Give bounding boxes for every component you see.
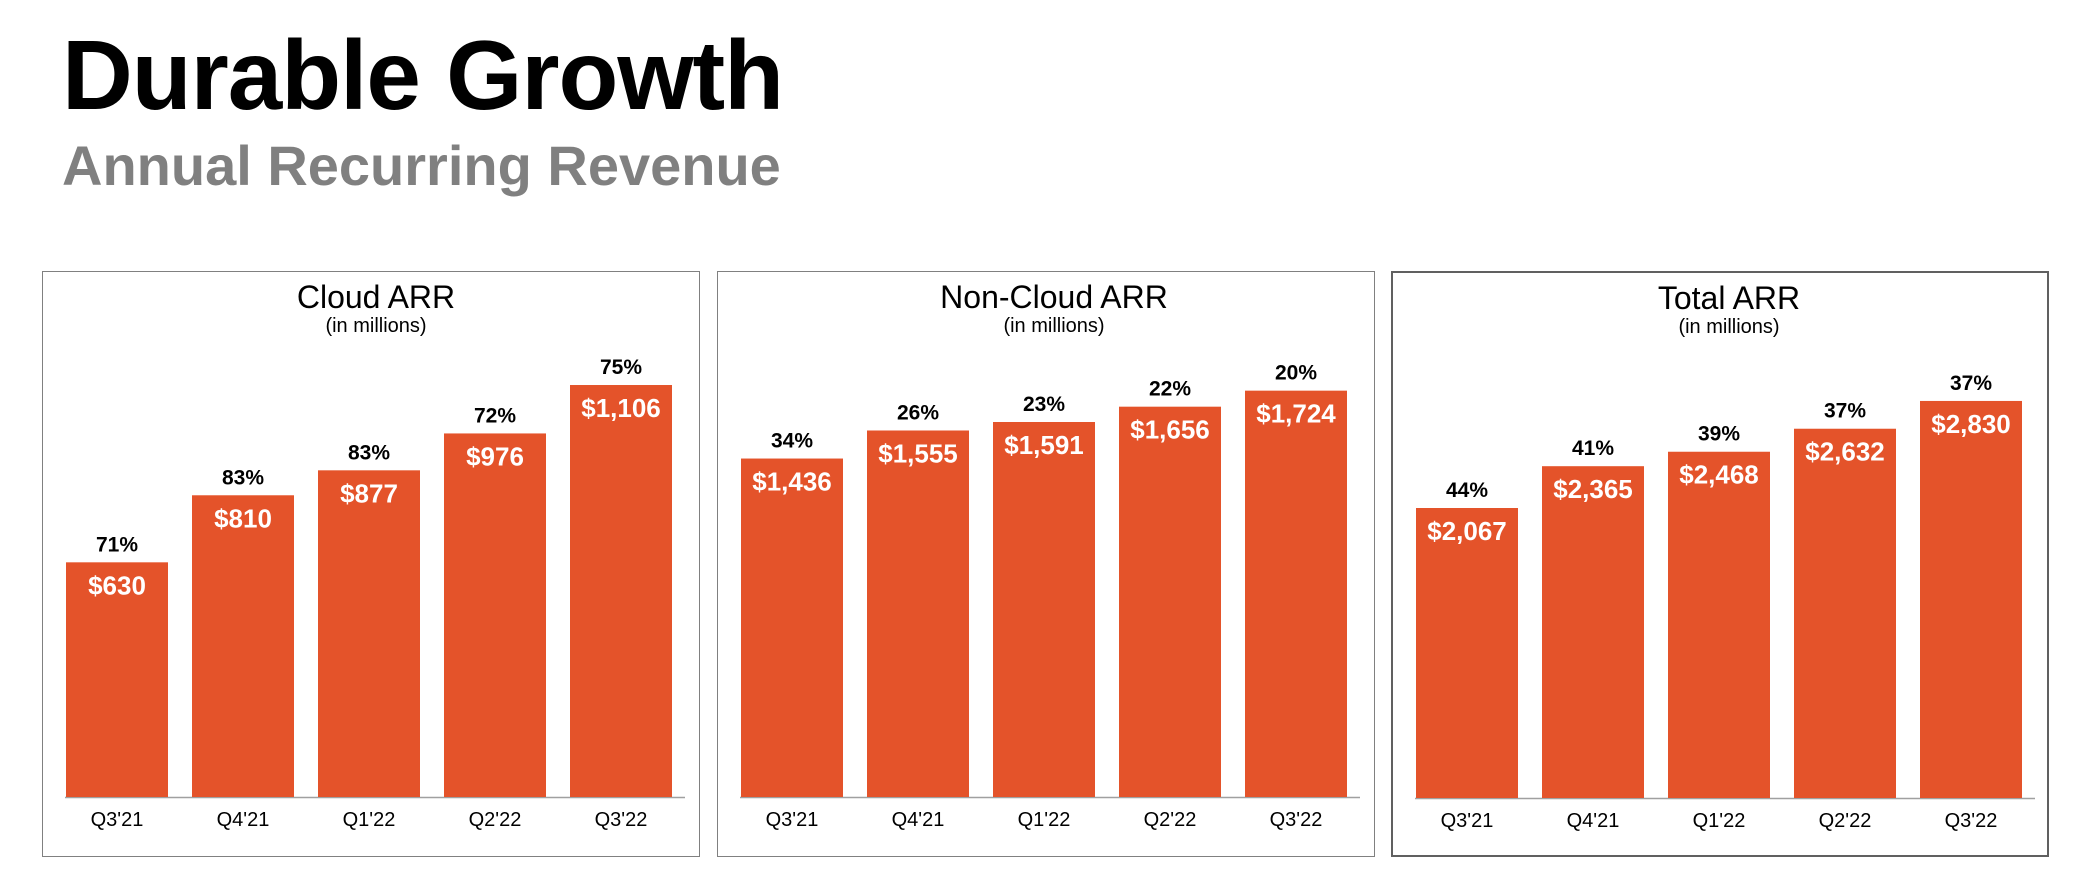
bar-Q322 (1920, 400, 2022, 798)
x-tick-label: Q2'22 (469, 809, 522, 831)
bar-Q321 (66, 562, 168, 797)
page-title: Durable Growth (62, 20, 784, 130)
growth-rate-label: 37% (1950, 372, 1992, 395)
growth-rate-label: 22% (1149, 378, 1191, 401)
x-tick-label: Q1'22 (343, 809, 396, 831)
chart-title: Non-Cloud ARR (940, 279, 1168, 315)
x-tick-label: Q1'22 (1018, 809, 1071, 831)
bar-Q421 (192, 495, 294, 797)
growth-rate-label: 41% (1572, 437, 1614, 460)
bar-value-label: $1,724 (1256, 399, 1336, 429)
chart-unit-label: (in millions) (1003, 315, 1104, 337)
non-cloud-arr-chart: Non-Cloud ARR (in millions) $1,436 34% Q3'… (740, 279, 1360, 831)
growth-rate-label: 72% (474, 404, 516, 427)
bar-value-label: $630 (88, 570, 146, 600)
growth-rate-label: 44% (1446, 479, 1488, 502)
x-tick-label: Q3'21 (91, 809, 144, 831)
x-tick-label: Q2'22 (1819, 810, 1872, 832)
bar-Q322 (570, 385, 672, 797)
chart-unit-label: (in millions) (1678, 316, 1779, 338)
bar-value-label: $877 (340, 478, 398, 508)
bar-value-label: $1,591 (1004, 430, 1084, 460)
growth-rate-label: 71% (96, 533, 138, 556)
bar-Q222 (1794, 428, 1896, 798)
chart-title: Cloud ARR (297, 279, 455, 315)
bar-value-label: $1,436 (752, 467, 832, 497)
bar-Q321 (1416, 507, 1518, 798)
x-tick-label: Q2'22 (1144, 809, 1197, 831)
page-subtitle: Annual Recurring Revenue (62, 134, 781, 197)
bar-Q222 (444, 433, 546, 797)
x-tick-label: Q3'21 (766, 809, 819, 831)
bar-Q421 (867, 430, 969, 797)
bar-value-label: $810 (214, 503, 272, 533)
growth-rate-label: 75% (600, 356, 642, 379)
growth-rate-label: 34% (771, 430, 813, 453)
growth-rate-label: 83% (222, 466, 264, 489)
bar-value-label: $2,468 (1679, 460, 1759, 490)
growth-rate-label: 37% (1824, 400, 1866, 423)
x-tick-label: Q1'22 (1693, 810, 1746, 832)
growth-rate-label: 20% (1275, 362, 1317, 385)
x-tick-label: Q3'22 (595, 809, 648, 831)
x-tick-label: Q4'21 (892, 809, 945, 831)
cloud-arr-chart: Cloud ARR (in millions) $630 71% Q3'21 $810… (65, 279, 685, 831)
bar-value-label: $1,656 (1130, 415, 1210, 445)
bar-Q122 (1668, 451, 1770, 798)
chart-title: Total ARR (1658, 280, 1800, 316)
chart-panel-cloud-arr: Cloud ARR (in millions) $630 71% Q3'21 $810… (42, 271, 700, 857)
bar-value-label: $1,555 (878, 438, 958, 468)
growth-rate-label: 83% (348, 441, 390, 464)
bar-value-label: $2,632 (1805, 437, 1885, 467)
chart-panel-total-arr: Total ARR (in millions) $2,067 44% Q3'21 $2… (1391, 271, 2049, 857)
bar-value-label: $2,830 (1931, 409, 2011, 439)
bar-Q421 (1542, 466, 1644, 798)
bar-Q322 (1245, 390, 1347, 797)
bar-value-label: $2,067 (1427, 516, 1507, 546)
x-tick-label: Q3'22 (1945, 810, 1998, 832)
chart-unit-label: (in millions) (325, 315, 426, 337)
bar-Q321 (741, 458, 843, 797)
bar-Q222 (1119, 406, 1221, 797)
bar-value-label: $976 (466, 441, 524, 471)
x-tick-label: Q4'21 (1567, 810, 1620, 832)
growth-rate-label: 26% (897, 401, 939, 424)
x-tick-label: Q3'21 (1441, 810, 1494, 832)
bar-Q122 (318, 470, 420, 797)
bar-value-label: $2,365 (1553, 474, 1633, 504)
x-tick-label: Q3'22 (1270, 809, 1323, 831)
total-arr-chart: Total ARR (in millions) $2,067 44% Q3'21 $2… (1415, 280, 2035, 832)
bar-value-label: $1,106 (581, 393, 661, 423)
x-tick-label: Q4'21 (217, 809, 270, 831)
chart-panel-non-cloud-arr: Non-Cloud ARR (in millions) $1,436 34% Q3'… (717, 271, 1375, 857)
growth-rate-label: 23% (1023, 393, 1065, 416)
growth-rate-label: 39% (1698, 423, 1740, 446)
bar-Q122 (993, 422, 1095, 797)
